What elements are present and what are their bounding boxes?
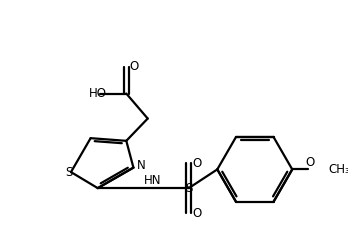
Text: CH₃: CH₃ xyxy=(328,163,348,176)
Text: S: S xyxy=(185,182,192,195)
Text: N: N xyxy=(137,159,146,172)
Text: O: O xyxy=(130,60,139,73)
Text: S: S xyxy=(65,166,73,179)
Text: O: O xyxy=(192,207,201,220)
Text: O: O xyxy=(306,156,315,169)
Text: HO: HO xyxy=(89,87,107,100)
Text: HN: HN xyxy=(144,174,162,187)
Text: O: O xyxy=(192,157,201,170)
